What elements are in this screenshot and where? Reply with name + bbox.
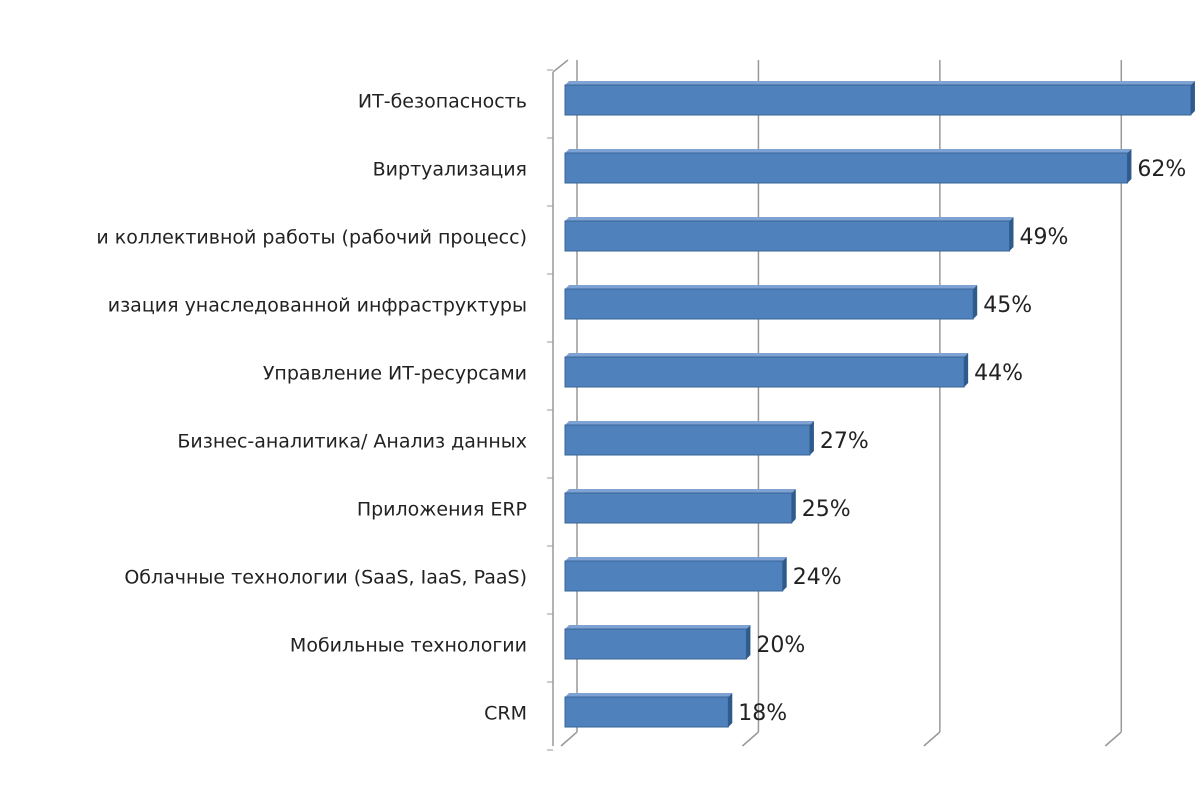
value-label: 44%	[974, 361, 1023, 386]
value-label: 20%	[756, 633, 805, 658]
bar-top	[565, 489, 796, 493]
bar-side	[1127, 149, 1132, 183]
value-label: 24%	[793, 565, 842, 590]
bar-side	[782, 557, 787, 591]
category-label: и коллективной работы (рабочий процесс)	[96, 227, 527, 249]
category-label: Мобильные технологии	[290, 635, 527, 657]
grid-floor	[1104, 731, 1122, 747]
bar-top	[565, 693, 733, 697]
bar-top	[565, 217, 1014, 221]
value-label: 49%	[1020, 225, 1069, 250]
value-label: 18%	[738, 701, 787, 726]
bar-top	[565, 421, 814, 425]
grid-floor	[741, 731, 759, 747]
value-label: 25%	[802, 497, 851, 522]
bar	[564, 152, 1128, 184]
category-label: Приложения ERP	[357, 499, 527, 521]
category-label: Облачные технологии (SaaS, IaaS, PaaS)	[124, 567, 527, 589]
bar	[564, 424, 811, 456]
bar	[564, 492, 793, 524]
bar-side	[791, 489, 796, 523]
bar	[564, 84, 1192, 116]
category-label: CRM	[484, 703, 527, 725]
bar	[564, 356, 965, 388]
category-label: изация унаследованной инфраструктуры	[108, 295, 527, 317]
category-label: Виртуализация	[373, 159, 527, 181]
bar-side	[973, 285, 978, 319]
bar-top	[565, 285, 978, 289]
bar-side	[964, 353, 969, 387]
grid-floor	[560, 731, 578, 747]
value-label: 62%	[1137, 157, 1186, 182]
bar-side	[1009, 217, 1014, 251]
bar-top	[565, 625, 751, 629]
bar-top	[565, 81, 1195, 85]
grid-floor	[923, 731, 941, 747]
value-label: 45%	[983, 293, 1032, 318]
bar-side	[746, 625, 751, 659]
bar	[564, 220, 1010, 252]
value-label: 27%	[820, 429, 869, 454]
category-label: Бизнес-аналитика/ Анализ данных	[177, 431, 527, 453]
axis-wall	[552, 59, 569, 73]
bar-top	[565, 557, 787, 561]
bar	[564, 560, 784, 592]
bar	[564, 288, 974, 320]
bar-side	[809, 421, 814, 455]
bar	[564, 696, 729, 728]
bar-side	[728, 693, 733, 727]
bar	[564, 628, 747, 660]
category-label: ИТ-безопасность	[358, 91, 527, 113]
bar-top	[565, 353, 969, 357]
category-label: Управление ИТ-ресурсами	[263, 363, 527, 385]
bar-top	[565, 149, 1132, 153]
bar-side	[1190, 81, 1195, 115]
